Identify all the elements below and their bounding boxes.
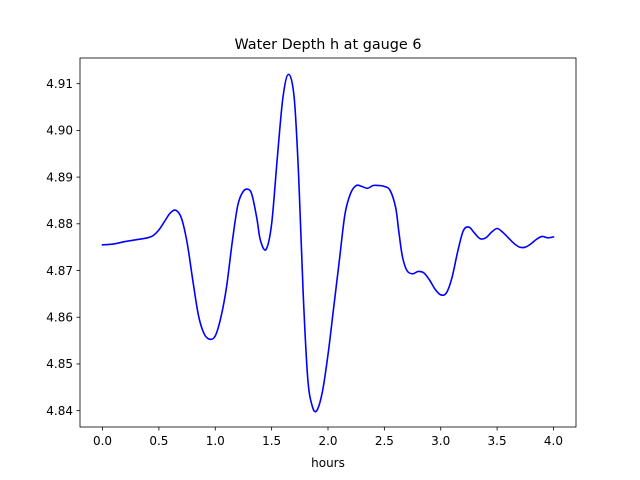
chart-title: Water Depth h at gauge 6 <box>234 37 421 53</box>
y-tick-label: 4.89 <box>46 170 73 184</box>
x-axis-label: hours <box>311 456 345 470</box>
plot-area <box>80 58 576 427</box>
y-tick-label: 4.87 <box>46 264 73 278</box>
x-tick-label: 1.5 <box>262 434 281 448</box>
y-tick-label: 4.90 <box>46 124 73 138</box>
x-tick-label: 0.0 <box>93 434 112 448</box>
y-tick-label: 4.91 <box>46 77 73 91</box>
y-tick-label: 4.84 <box>46 404 73 418</box>
series-layer <box>101 73 555 413</box>
series-line <box>101 73 555 413</box>
x-tick-label: 2.0 <box>318 434 337 448</box>
x-tick-label: 3.5 <box>488 434 507 448</box>
x-tick-label: 1.0 <box>206 434 225 448</box>
y-tick-label: 4.88 <box>46 217 73 231</box>
x-axis-ticks: 0.0 0.5 1.0 1.5 2.0 2.5 3.0 3.5 4.0 <box>93 427 563 448</box>
plot-frame <box>79 57 577 428</box>
x-tick-label: 3.0 <box>431 434 450 448</box>
y-tick-label: 4.86 <box>46 311 73 325</box>
y-axis-ticks: 4.84 4.85 4.86 4.87 4.88 4.89 4.90 4.91 <box>46 77 80 418</box>
x-tick-label: 4.0 <box>544 434 563 448</box>
x-tick-label: 0.5 <box>149 434 168 448</box>
y-tick-label: 4.85 <box>46 357 73 371</box>
x-tick-label: 2.5 <box>375 434 394 448</box>
